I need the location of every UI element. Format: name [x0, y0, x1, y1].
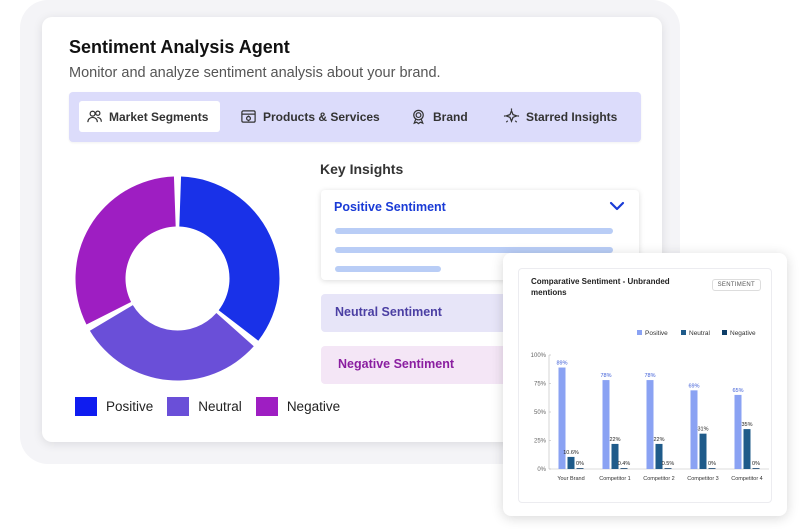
tab-brand[interactable]: Brand: [410, 101, 468, 132]
bar-data-label: 69%: [688, 383, 699, 389]
chevron-down-icon[interactable]: [609, 200, 625, 212]
donut-slice-positive: [179, 176, 280, 341]
bar-neutral: [567, 456, 575, 469]
legend-swatch-negative: [255, 397, 278, 416]
bar-data-label: 35%: [741, 422, 752, 428]
placeholder-text-line: [335, 228, 613, 234]
legend-swatch-negative: [722, 330, 727, 335]
sentiment-donut-chart: [75, 176, 280, 381]
legend-swatch-neutral: [681, 330, 686, 335]
legend-label-negative: Negative: [730, 330, 756, 337]
award-badge-icon: [413, 109, 424, 125]
y-tick-label: 100%: [531, 353, 547, 359]
legend-swatch-neutral: [167, 397, 190, 416]
legend-label: Negative: [286, 399, 341, 414]
bar-data-label: 0%: [752, 461, 760, 467]
neutral-sentiment-title: Neutral Sentiment: [335, 305, 442, 319]
x-tick-label: Competitor 1: [599, 476, 631, 482]
bar-neutral: [699, 433, 707, 469]
donut-slice-neutral: [89, 305, 254, 381]
comparative-sentiment-panel: Comparative Sentiment - Unbranded mentio…: [503, 253, 787, 516]
sentiment-badge: SENTIMENT: [711, 279, 761, 291]
tab-label: Brand: [433, 109, 468, 124]
legend-swatch-positive: [75, 397, 97, 416]
positive-sentiment-card[interactable]: Positive Sentiment: [321, 190, 639, 280]
bar-data-label: 22%: [653, 437, 664, 443]
bar-negative: [708, 468, 716, 469]
key-insights-heading: Key Insights: [320, 161, 404, 177]
tab-label: Starred Insights: [526, 109, 618, 124]
bar-negative: [576, 468, 584, 469]
bar-neutral: [655, 443, 663, 469]
panel-title: Comparative Sentiment - Unbranded mentio…: [531, 277, 670, 297]
page-subtitle: Monitor and analyze sentiment analysis a…: [69, 65, 441, 81]
y-tick-label: 50%: [534, 410, 547, 416]
bar-positive: [646, 380, 654, 469]
tab-label: Products & Services: [263, 109, 380, 124]
tab-bar: Market Segments Products & Services Bran…: [69, 92, 641, 142]
page-title: Sentiment Analysis Agent: [69, 37, 290, 57]
browser-window-icon: [241, 110, 256, 123]
donut-legend: Positive Neutral Negative: [75, 397, 354, 416]
donut-slice-negative: [75, 176, 176, 325]
y-tick-label: 75%: [534, 382, 547, 388]
comparative-bar-chart: Positive Neutral Negative 0% 25% 50% 75% 100% 89…: [531, 330, 769, 482]
legend-neutral: Neutral: [167, 397, 242, 416]
tab-starred-insights[interactable]: Starred Insights: [503, 101, 617, 132]
legend-swatch-positive: [637, 330, 642, 335]
bar-positive: [734, 394, 742, 469]
tab-products-services[interactable]: Products & Services: [240, 101, 380, 132]
people-icon: [87, 110, 103, 123]
legend-positive: Positive: [75, 397, 153, 416]
positive-sentiment-title: Positive Sentiment: [334, 200, 446, 214]
tab-market-segments[interactable]: Market Segments: [79, 101, 220, 132]
y-tick-label: 25%: [534, 439, 547, 445]
x-tick-label: Your Brand: [557, 476, 584, 482]
comparative-sentiment-card: Comparative Sentiment - Unbranded mentio…: [518, 268, 772, 503]
sentiment-agent-card: Sentiment Analysis Agent Monitor and ana…: [42, 17, 662, 442]
x-tick-label: Competitor 3: [687, 476, 719, 482]
bar-data-label: 10.6%: [563, 450, 579, 456]
sparkle-star-icon: [503, 108, 520, 123]
bar-data-label: 22%: [609, 437, 620, 443]
bar-data-label: 31%: [697, 427, 708, 433]
bar-positive: [602, 380, 610, 469]
bar-data-label: 0.4%: [618, 461, 631, 467]
bar-data-label: 0%: [708, 461, 716, 467]
placeholder-text-line: [335, 247, 613, 253]
bar-neutral: [611, 443, 619, 469]
bar-data-label: 78%: [600, 373, 611, 379]
legend-label: Positive: [106, 399, 154, 414]
negative-sentiment-title: Negative Sentiment: [338, 357, 455, 371]
bar-positive: [558, 367, 566, 469]
bar-data-label: 89%: [556, 361, 567, 367]
legend-negative: Negative: [255, 397, 341, 416]
bar-data-label: 78%: [644, 373, 655, 379]
legend-label-neutral: Neutral: [689, 330, 711, 337]
bar-negative: [752, 468, 760, 469]
y-tick-label: 0%: [537, 467, 546, 473]
bar-data-label: 0%: [576, 461, 584, 467]
bar-data-label: 0.5%: [662, 461, 675, 467]
legend-label: Neutral: [198, 399, 242, 414]
tab-label: Market Segments: [109, 109, 209, 124]
bar-data-label: 65%: [732, 388, 743, 394]
bar-neutral: [743, 429, 751, 469]
legend-label-positive: Positive: [645, 330, 668, 337]
x-tick-label: Competitor 4: [731, 476, 763, 482]
bar-negative: [620, 468, 628, 469]
bar-positive: [690, 390, 698, 469]
bar-negative: [664, 468, 672, 469]
x-tick-label: Competitor 2: [643, 476, 675, 482]
placeholder-text-line: [335, 266, 441, 272]
